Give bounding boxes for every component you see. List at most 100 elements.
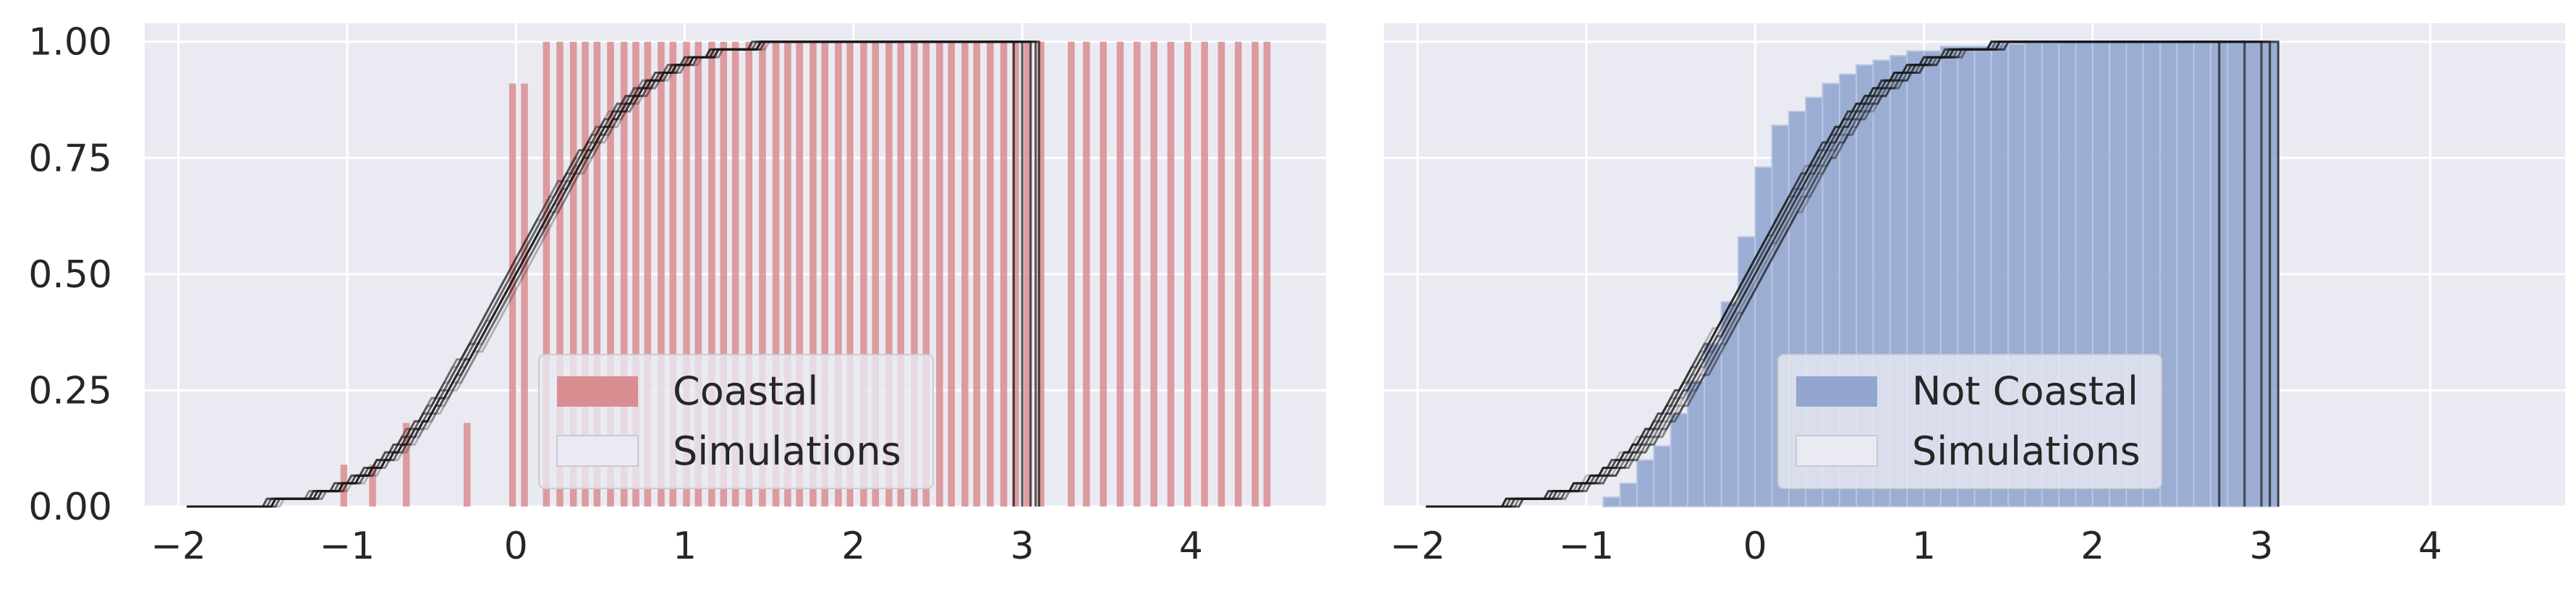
histogram-bar	[658, 41, 665, 507]
histogram-bar	[772, 41, 780, 507]
simulation-curve	[1426, 41, 2271, 508]
left-legend-swatch-coastal	[557, 376, 638, 407]
y-tick-label: 0.25	[28, 369, 112, 412]
simulation-curve	[187, 41, 1032, 508]
simulation-curve	[187, 41, 1040, 508]
simulation-curve	[1426, 41, 2279, 508]
histogram-bar	[556, 41, 564, 507]
histogram-bar	[936, 41, 943, 507]
histogram-bar	[759, 41, 766, 507]
histogram-bar	[1754, 166, 1773, 507]
x-tick-label: 1	[1912, 525, 1936, 568]
histogram-bar	[1184, 41, 1191, 507]
left-simulation-curves	[187, 41, 1040, 508]
histogram-bar	[1134, 41, 1141, 507]
simulation-curve	[187, 41, 1032, 508]
right-legend-label-simulations: Simulations	[1912, 428, 2141, 474]
histogram-bar	[2243, 41, 2263, 507]
histogram-bar	[948, 41, 956, 507]
left-legend-swatch-simulations	[556, 435, 639, 467]
x-tick-label: −1	[1559, 525, 1615, 568]
histogram-bar	[402, 423, 410, 507]
right-panel: −2 −1 0 1 2 3 4 Not Coastal Simulations	[1384, 23, 2565, 568]
histogram-bar	[796, 41, 804, 507]
histogram-bar	[694, 41, 702, 507]
x-tick-label: 1	[673, 525, 697, 568]
simulation-curve	[1426, 41, 2271, 508]
histogram-bar	[1653, 445, 1672, 507]
histogram-bar	[2261, 41, 2279, 507]
histogram-bar	[1000, 41, 1008, 507]
histogram-bar	[708, 41, 715, 507]
simulation-curve	[187, 41, 1015, 508]
x-tick-label: 2	[2080, 525, 2104, 568]
simulation-curve	[187, 41, 1024, 508]
x-tick-label: 0	[1743, 525, 1767, 568]
histogram-bar	[1263, 41, 1271, 507]
histogram-bar	[593, 41, 601, 507]
simulation-curve	[187, 41, 1032, 508]
histogram-bar	[1619, 482, 1638, 508]
simulation-curve	[1426, 41, 2263, 508]
left-y-tick-labels: 0.00 0.25 0.50 0.75 1.00	[28, 21, 112, 529]
histogram-bar	[2159, 41, 2178, 507]
left-legend-label-simulations: Simulations	[673, 428, 901, 474]
simulation-curve	[187, 41, 1015, 508]
histogram-bar	[1116, 41, 1124, 507]
y-tick-label: 0.00	[28, 486, 112, 529]
simulation-curve	[187, 41, 1037, 508]
histogram-bar	[1235, 41, 1242, 507]
histogram-bar	[872, 41, 880, 507]
histogram-bar	[885, 41, 893, 507]
x-tick-label: 0	[504, 525, 528, 568]
histogram-bar	[683, 41, 690, 507]
histogram-bar	[340, 465, 348, 507]
histogram-bar	[1167, 41, 1175, 507]
simulation-curve	[1426, 41, 2263, 508]
histogram-bar	[731, 41, 739, 507]
x-tick-label: −1	[320, 525, 375, 568]
histogram-bar	[569, 41, 577, 507]
histogram-bar	[644, 41, 652, 507]
simulation-curve	[1426, 41, 2246, 508]
y-tick-label: 0.75	[28, 137, 112, 180]
x-tick-label: −2	[150, 525, 206, 568]
histogram-bar	[521, 83, 528, 507]
simulation-curve	[1426, 41, 2221, 508]
simulation-curve	[187, 41, 1015, 508]
right-legend: Not Coastal Simulations	[1777, 354, 2162, 489]
histogram-bar	[669, 41, 677, 507]
histogram-bar	[1217, 41, 1225, 507]
histogram-bar	[2227, 41, 2245, 507]
right-legend-swatch-simulations	[1795, 435, 1878, 467]
simulation-curve	[187, 41, 1037, 508]
left-legend: Coastal Simulations	[538, 354, 934, 489]
histogram-bar	[2176, 41, 2195, 507]
histogram-bar	[860, 41, 867, 507]
simulation-curve	[1426, 41, 2279, 508]
histogram-bar	[1068, 41, 1075, 507]
histogram-bar	[922, 41, 930, 507]
histogram-bar	[846, 41, 854, 507]
simulation-curve	[1426, 41, 2271, 508]
simulation-curve	[187, 41, 1032, 508]
right-legend-swatch-not-coastal	[1796, 376, 1877, 407]
x-tick-label: 3	[1011, 525, 1034, 568]
simulation-curve	[1426, 41, 2279, 508]
histogram-bar	[911, 41, 918, 507]
right-x-tick-labels: −2 −1 0 1 2 3 4	[1390, 525, 2442, 568]
histogram-bar	[973, 41, 980, 507]
histogram-bar	[821, 41, 829, 507]
histogram-bar	[509, 83, 517, 507]
x-tick-label: −2	[1390, 525, 1445, 568]
histogram-bar	[1150, 41, 1157, 507]
left-panel: 0.00 0.25 0.50 0.75 1.00 −2 −1 0 1 2 3 4 Coastal S…	[28, 21, 1326, 568]
histogram-bar	[1201, 41, 1208, 507]
x-tick-label: 3	[2250, 525, 2274, 568]
histogram-bar	[897, 41, 905, 507]
histogram-bar	[720, 41, 728, 507]
left-bars-coastal	[340, 41, 1271, 507]
histogram-bar	[369, 465, 376, 507]
simulation-curve	[187, 41, 1024, 508]
